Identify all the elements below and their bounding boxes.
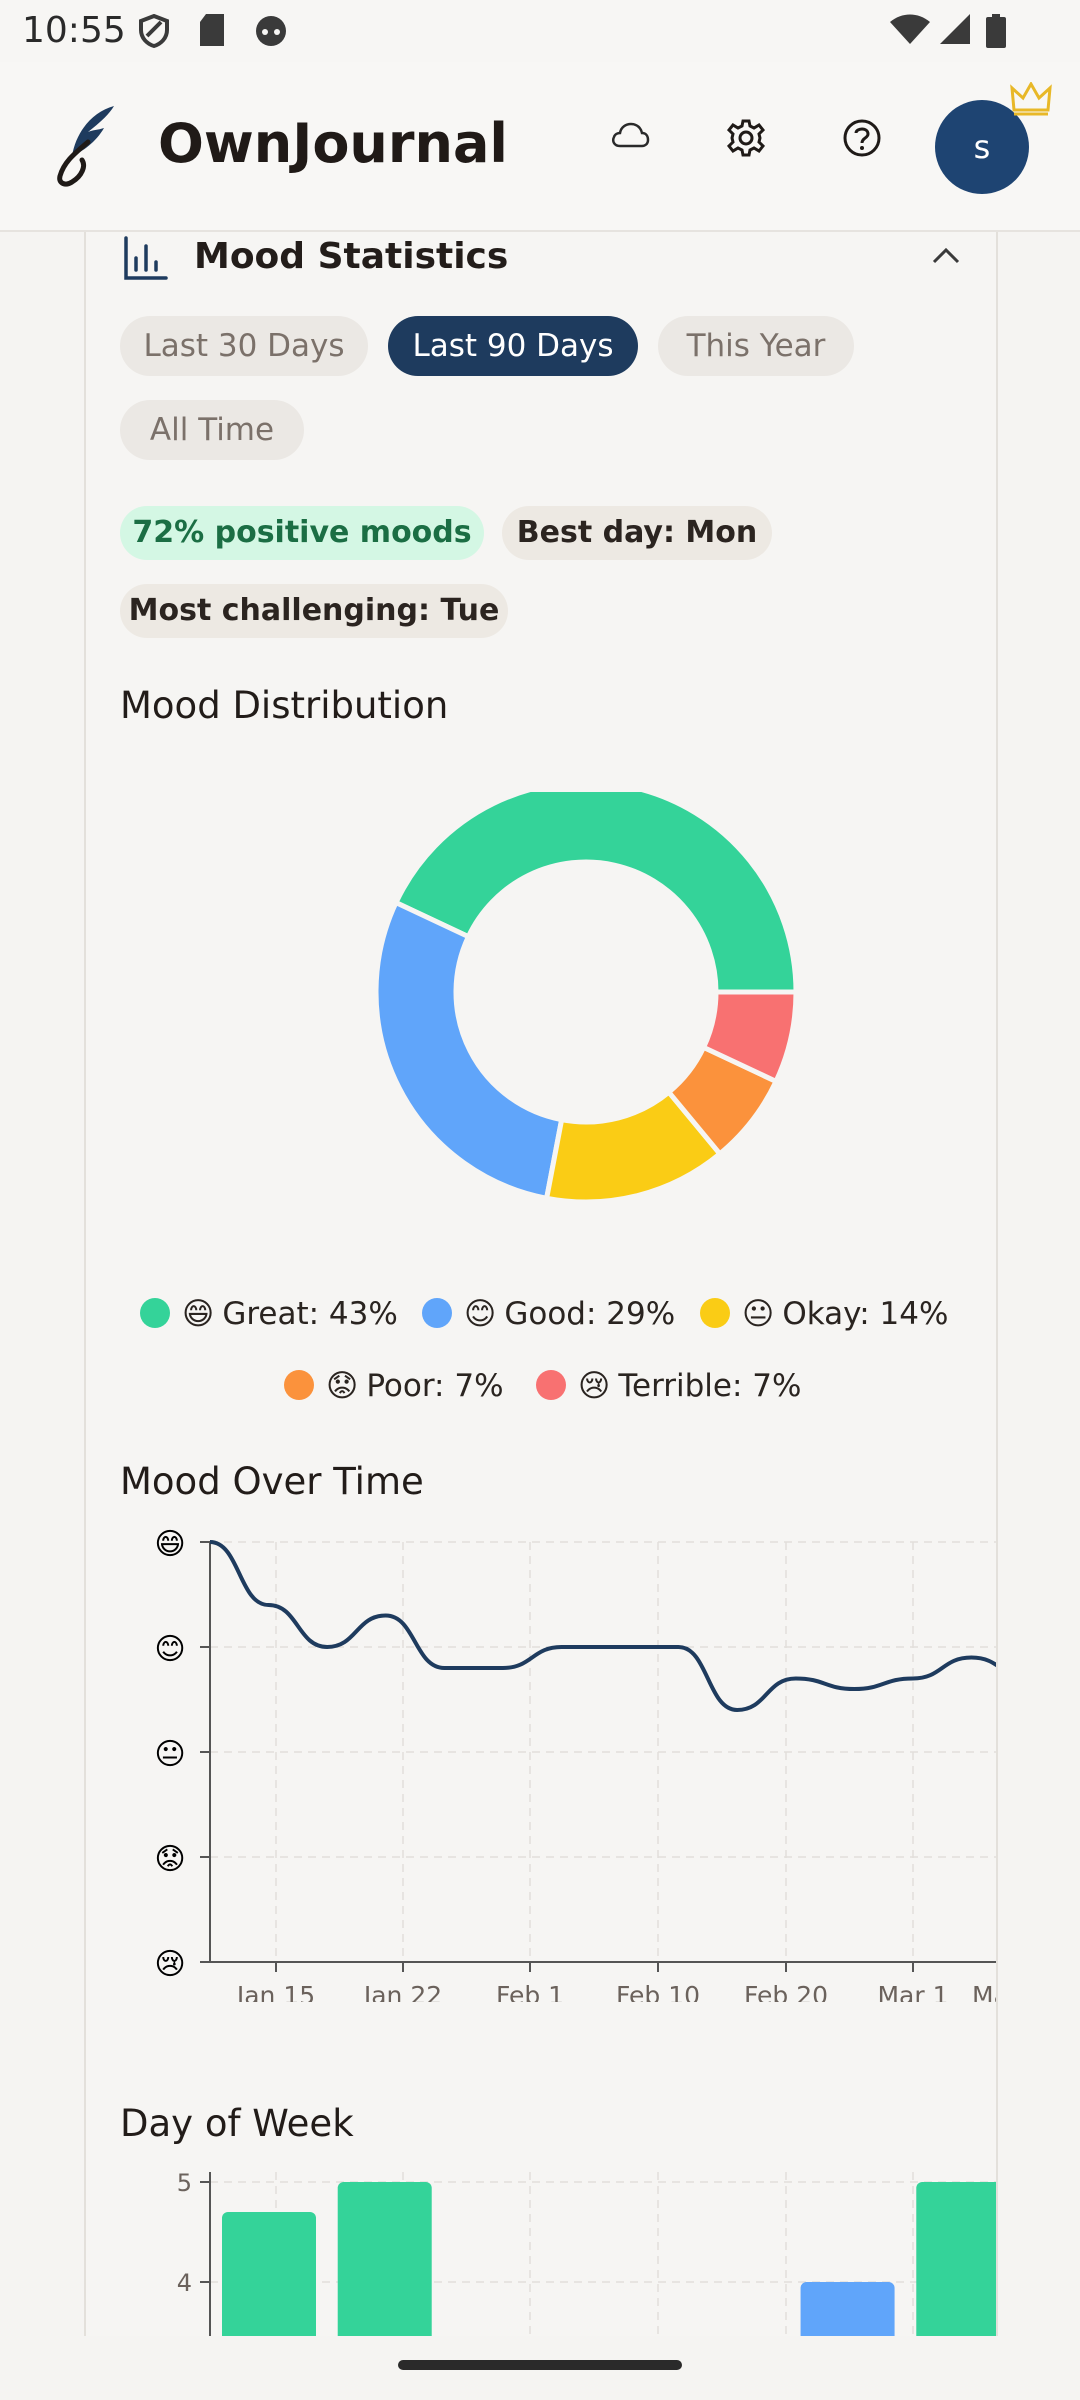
status-bar: 10:55 [0, 0, 1080, 62]
home-indicator[interactable] [398, 2360, 682, 2370]
signal-icon [940, 14, 970, 44]
y-tick-emoji: 😢 [154, 1947, 185, 1982]
bar-mon [222, 2212, 316, 2336]
sd-card-icon [200, 14, 224, 46]
x-tick-label: Feb 20 [744, 1981, 828, 2002]
app-title: OwnJournal [158, 112, 508, 175]
x-tick-label: Feb 10 [616, 1981, 700, 2002]
filter-last-90-days[interactable]: Last 90 Days [388, 316, 638, 376]
settings-gear-icon[interactable] [726, 118, 766, 158]
day-of-week-heading: Day of Week [120, 2102, 354, 2145]
most-challenging-chip: Most challenging: Tue [120, 584, 508, 638]
filter-last-30-days[interactable]: Last 30 Days [120, 316, 368, 376]
mood-statistics-card: Mood Statistics Last 30 Days Last 90 Day… [84, 232, 998, 2336]
status-time: 10:55 [22, 10, 126, 51]
legend-okay: 😐 Okay: 14% [700, 1296, 948, 1332]
x-tick-label: Feb 1 [496, 1981, 564, 2002]
cloud-icon[interactable] [610, 122, 650, 148]
y-tick-emoji: 😟 [154, 1842, 185, 1877]
wifi-icon [890, 14, 930, 44]
section-header[interactable]: Mood Statistics [86, 232, 996, 292]
mood-over-time-heading: Mood Over Time [120, 1460, 424, 1503]
donut-slice-great [392, 792, 799, 995]
legend-terrible: 😢 Terrible: 7% [536, 1368, 801, 1404]
x-tick-label: Jan 22 [362, 1981, 442, 2002]
x-tick-label: Ma [972, 1981, 998, 2002]
x-tick-label: Jan 15 [235, 1981, 315, 2002]
donut-slice-terrible [700, 989, 799, 1085]
quill-logo-icon [57, 106, 114, 187]
y-tick-emoji: 😄 [154, 1527, 185, 1562]
y-tick-emoji: 😐 [154, 1737, 185, 1772]
filter-all-time[interactable]: All Time [120, 400, 304, 460]
avatar[interactable]: s [935, 100, 1029, 194]
mood-line-series [209, 1540, 996, 1713]
y-tick-label: 5 [177, 2172, 192, 2197]
help-icon[interactable] [842, 118, 882, 158]
chevron-up-icon[interactable] [932, 246, 960, 264]
positive-moods-chip: 72% positive moods [120, 506, 484, 560]
mood-distribution-heading: Mood Distribution [120, 684, 449, 727]
face-icon [256, 16, 286, 46]
mood-distribution-donut-chart [373, 792, 799, 1205]
best-day-chip: Best day: Mon [502, 506, 772, 560]
legend-poor: 😟 Poor: 7% [284, 1368, 504, 1404]
bar-tue [337, 2182, 432, 2336]
legend-great: 😄 Great: 43% [140, 1296, 398, 1332]
bar-sun [916, 2182, 996, 2336]
mood-over-time-line-chart: 😄 😊 😐 😟 😢 Jan 15 Jan 22 Feb 1 Feb 10 Feb 20 Mar 1 M… [154, 1527, 998, 2002]
app-bar: OwnJournal s [0, 62, 1080, 232]
y-tick-label: 4 [177, 2269, 192, 2297]
x-tick-label: Mar 1 [877, 1981, 948, 2002]
shield-icon [139, 14, 169, 48]
legend-good: 😊 Good: 29% [422, 1296, 675, 1332]
crown-icon [1010, 82, 1052, 116]
filter-this-year[interactable]: This Year [658, 316, 854, 376]
section-title: Mood Statistics [194, 236, 509, 277]
bar-chart-icon [124, 236, 168, 280]
battery-icon [986, 14, 1006, 48]
bar-sat [800, 2282, 895, 2336]
day-of-week-bar-chart: 54 [177, 2172, 996, 2336]
donut-slice-good [373, 899, 565, 1202]
y-tick-emoji: 😊 [154, 1632, 185, 1667]
